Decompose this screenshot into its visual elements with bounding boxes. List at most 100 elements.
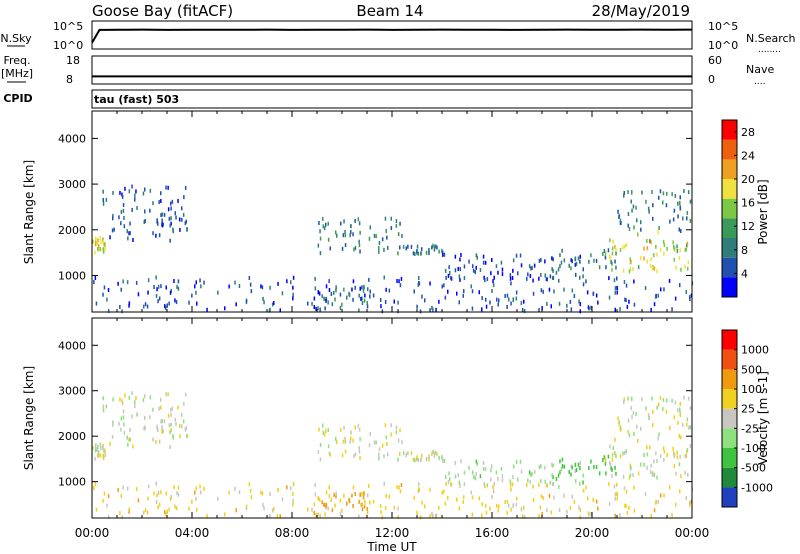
- velocity-echo-point: [659, 454, 662, 459]
- velocity-echo-point: [625, 504, 627, 509]
- velocity-echo-point: [95, 507, 98, 512]
- power-echo-point: [417, 251, 420, 256]
- power-echo-point: [149, 188, 152, 193]
- velocity-echo-point: [471, 512, 474, 517]
- power-echo-point: [112, 213, 114, 218]
- power-frame: [91, 110, 693, 313]
- power-echo-point: [177, 198, 179, 203]
- velocity-echo-point: [235, 508, 237, 513]
- power-echo-point: [128, 301, 131, 306]
- velocity-echo-point: [401, 440, 403, 445]
- power-echo-point: [548, 287, 551, 292]
- power-echo-point: [688, 294, 691, 299]
- velocity-echo-point: [381, 443, 384, 448]
- velocity-echo-point: [669, 426, 671, 431]
- velocity-echo-point: [121, 515, 123, 520]
- velocity-echo-point: [449, 477, 451, 482]
- velocity-echo-point: [563, 493, 565, 498]
- velocity-echo-region: [102, 391, 188, 449]
- power-echo-point: [261, 285, 264, 290]
- velocity-echo-point: [414, 458, 416, 463]
- power-echo-point: [179, 227, 181, 232]
- velocity-panel: 1000 2000 3000 4000 Slant Range [km] 1000 50…: [22, 317, 773, 520]
- power-echo-point: [441, 248, 443, 253]
- velocity-echo-point: [104, 453, 106, 458]
- velocity-echo-point: [444, 475, 447, 480]
- power-echo-point: [633, 302, 636, 307]
- power-echo-point: [416, 249, 418, 253]
- velocity-echo-point: [169, 496, 172, 501]
- power-echo-point: [595, 258, 598, 263]
- velocity-echo-point: [631, 415, 633, 420]
- velocity-echo-point: [183, 401, 185, 406]
- power-echo-point: [342, 233, 345, 238]
- power-echo-point: [94, 250, 96, 255]
- power-echo-point: [386, 235, 388, 240]
- power-echo-point: [336, 233, 338, 238]
- velocity-echo-point: [238, 490, 241, 495]
- velocity-echo-point: [142, 398, 145, 403]
- velocity-echo-point: [683, 395, 685, 400]
- velocity-echo-point: [245, 504, 248, 509]
- velocity-echo-point: [165, 491, 167, 496]
- velocity-echo-point: [132, 444, 134, 449]
- velocity-echo-point: [571, 465, 573, 470]
- velocity-echo-point: [286, 485, 288, 490]
- power-echo-point: [120, 221, 122, 226]
- velocity-echo-point: [271, 508, 274, 513]
- velocity-echo-point: [448, 471, 450, 476]
- velocity-echo-point: [126, 486, 129, 491]
- power-echo-point: [656, 269, 658, 274]
- power-echo-point: [587, 305, 590, 310]
- power-echo-point: [313, 305, 315, 309]
- power-echo-point: [147, 278, 150, 283]
- power-echo-point: [359, 230, 361, 235]
- velocity-echo-point: [112, 420, 114, 425]
- power-echo-point: [348, 293, 351, 297]
- velocity-echo-point: [102, 456, 105, 461]
- velocity-echo-point: [328, 485, 330, 490]
- velocity-echo-point: [506, 511, 508, 515]
- power-echo-point: [459, 257, 461, 262]
- power-echo-point: [163, 212, 166, 217]
- power-echo-point: [358, 221, 361, 226]
- power-echo-point: [413, 289, 415, 294]
- velocity-echo-point: [485, 503, 487, 508]
- search-noise-right-dots: ........: [758, 45, 781, 55]
- power-echo-point: [553, 289, 555, 294]
- velocity-echo-point: [224, 512, 226, 517]
- velocity-echo-point: [470, 490, 472, 495]
- power-echo-point: [122, 208, 125, 213]
- velocity-echo-point: [120, 493, 122, 498]
- power-echo-point: [559, 253, 561, 258]
- power-echo-point: [99, 236, 101, 240]
- sky-noise-line: [91, 28, 693, 44]
- power-echo-point: [401, 233, 403, 238]
- velocity-echo-point: [498, 504, 500, 509]
- power-echo-point: [673, 208, 676, 213]
- velocity-echo-point: [432, 513, 434, 518]
- power-echo-point: [136, 206, 138, 210]
- velocity-echo-point: [171, 406, 174, 411]
- velocity-echo-point: [558, 485, 560, 489]
- velocity-echo-point: [383, 481, 385, 486]
- velocity-echo-point: [623, 400, 625, 405]
- velocity-echo-point: [134, 400, 136, 405]
- power-echo-point: [135, 189, 137, 194]
- power-echo-point: [381, 237, 384, 242]
- velocity-echo-point: [344, 439, 347, 444]
- nave-right-dots: ....: [754, 77, 765, 87]
- power-echo-point: [449, 271, 451, 275]
- power-echo-point: [652, 216, 654, 221]
- power-echo-point: [262, 296, 264, 301]
- velocity-echo-point: [322, 430, 324, 435]
- power-echo-point: [123, 224, 126, 229]
- velocity-colorbar-segment: [722, 369, 737, 389]
- velocity-echo-point: [321, 500, 323, 505]
- power-colorbar-frame: [721, 119, 738, 298]
- velocity-echo-point: [588, 466, 590, 471]
- power-echo-point: [650, 240, 652, 245]
- power-echo-point: [479, 268, 482, 272]
- velocity-echo-point: [663, 493, 665, 498]
- sky-noise-panel: N.Sky 10^5 10^0 N.Search ........ 10^5 1…: [0, 20, 795, 55]
